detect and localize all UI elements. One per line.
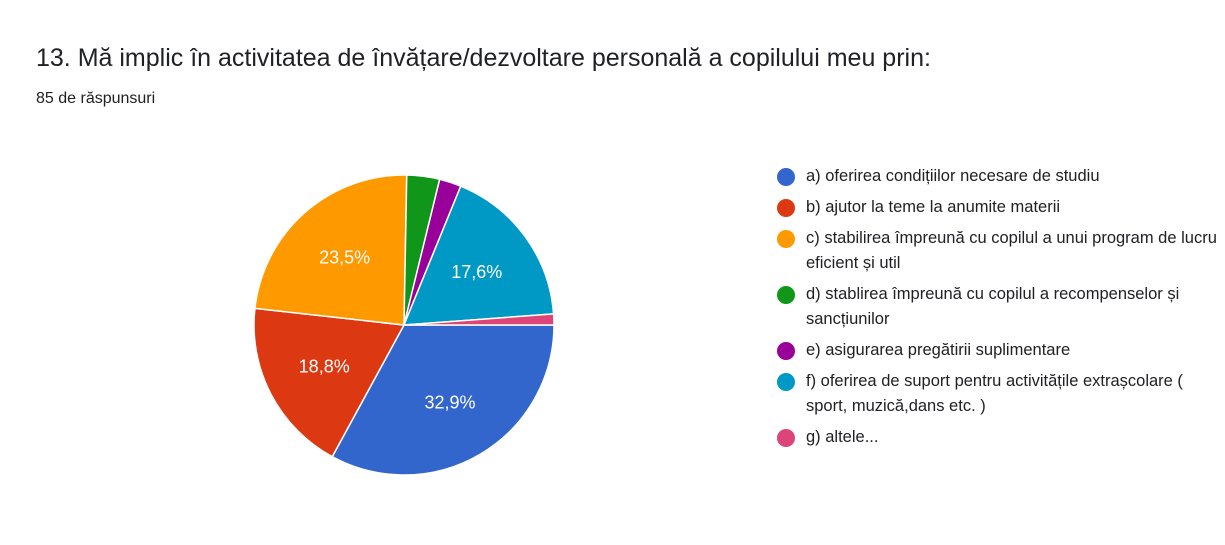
legend-label: g) altele... xyxy=(806,428,879,446)
legend-item[interactable]: a) oferirea condițiilor necesare de stud… xyxy=(777,164,1217,189)
pie-slice-a[interactable] xyxy=(331,324,555,476)
pie-slice-b[interactable] xyxy=(253,307,406,458)
legend-item[interactable]: e) asigurarea pregătirii suplimentare xyxy=(777,338,1217,363)
legend-label: e) asigurarea pregătirii suplimentare xyxy=(806,341,1071,359)
response-count: 85 de răspunsuri xyxy=(36,90,156,107)
pie-chart: 32,9% 18,8% 23,5% 17,6% xyxy=(253,174,555,476)
legend-swatch-icon xyxy=(777,229,795,248)
legend-swatch-icon xyxy=(777,341,795,360)
slice-percent-label: 17,6% xyxy=(451,262,502,282)
legend-item[interactable]: g) altele... xyxy=(777,425,1217,450)
chart-legend: a) oferirea condițiilor necesare de stud… xyxy=(777,164,1217,456)
legend-item[interactable]: c) stabilirea împreună cu copilul a unui… xyxy=(777,226,1217,276)
legend-label: a) oferirea condițiilor necesare de stud… xyxy=(806,167,1100,185)
legend-item[interactable]: f) oferirea de suport pentru activitățil… xyxy=(777,369,1217,419)
legend-swatch-icon xyxy=(777,285,795,304)
legend-swatch-icon xyxy=(777,372,795,391)
slice-percent-label: 32,9% xyxy=(424,392,475,412)
legend-swatch-icon xyxy=(777,428,795,447)
legend-swatch-icon xyxy=(777,167,795,186)
legend-item[interactable]: b) ajutor la teme la anumite materii xyxy=(777,195,1217,220)
legend-swatch-icon xyxy=(777,198,795,217)
pie-slice-c[interactable] xyxy=(254,174,408,326)
pie-slice-f[interactable] xyxy=(402,185,555,326)
legend-label: c) stabilirea împreună cu copilul a unui… xyxy=(806,229,1217,272)
legend-item[interactable]: d) stablirea împreună cu copilul a recom… xyxy=(777,282,1217,332)
pie-slice-g[interactable] xyxy=(403,313,555,326)
question-title: 13. Mă implic în activitatea de învățare… xyxy=(36,44,931,72)
legend-label: b) ajutor la teme la anumite materii xyxy=(806,198,1061,216)
slice-percent-label: 18,8% xyxy=(299,357,350,377)
slice-percent-label: 23,5% xyxy=(319,247,370,267)
legend-label: f) oferirea de suport pentru activitățil… xyxy=(806,372,1183,415)
legend-label: d) stablirea împreună cu copilul a recom… xyxy=(806,285,1180,328)
